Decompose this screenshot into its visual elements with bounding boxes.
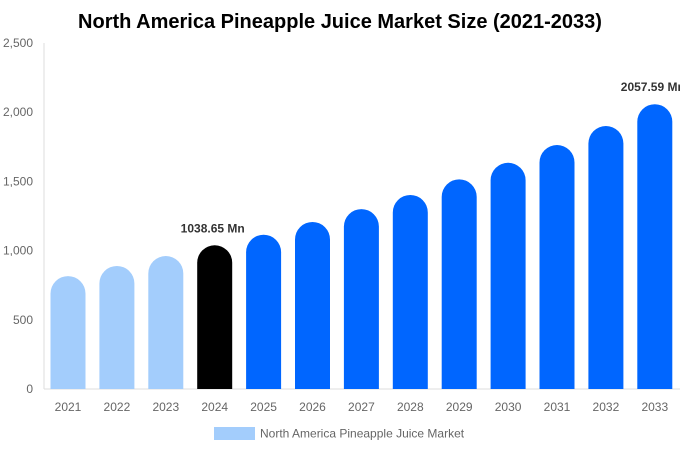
y-tick-label: 1,500 [3,174,33,188]
y-tick-label: 2,500 [3,36,33,50]
data-label: 1038.65 Mn [181,221,245,235]
y-tick-label: 0 [26,382,33,396]
y-tick-label: 1,000 [3,244,33,258]
x-tick-label: 2025 [250,400,277,414]
x-tick-label: 2031 [544,400,571,414]
data-label: 2057.59 Mn [621,80,680,94]
bar-2025[interactable] [246,234,282,389]
x-tick-label: 2028 [397,400,424,414]
bar-2032[interactable] [588,126,624,389]
bar-2022[interactable] [99,265,135,389]
bar-2029[interactable] [441,179,477,389]
y-tick-label: 2,000 [3,105,33,119]
bar-2026[interactable] [295,221,330,389]
bar-2027[interactable] [343,209,379,389]
chart-title: North America Pineapple Juice Market Siz… [78,11,602,33]
x-tick-label: 2032 [593,400,620,414]
x-tick-label: 2027 [348,400,375,414]
bar-2030[interactable] [490,162,526,389]
bar-2021[interactable] [50,276,86,389]
legend-swatch [214,427,255,440]
bar-2033[interactable] [637,104,673,389]
legend[interactable]: North America Pineapple Juice Market [214,427,465,441]
x-tick-label: 2029 [446,400,473,414]
x-tick-label: 2033 [641,400,668,414]
x-tick-label: 2026 [299,400,326,414]
x-tick-label: 2022 [104,400,131,414]
x-tick-label: 2024 [201,400,228,414]
legend-label: North America Pineapple Juice Market [260,427,465,441]
bar-2023[interactable] [148,255,184,389]
y-tick-label: 500 [13,313,33,327]
bar-2028[interactable] [392,194,428,389]
bar-2024[interactable] [197,245,233,389]
x-tick-label: 2021 [55,400,82,414]
x-tick-label: 2030 [495,400,522,414]
x-tick-label: 2023 [152,400,179,414]
bar-2031[interactable] [539,145,575,389]
